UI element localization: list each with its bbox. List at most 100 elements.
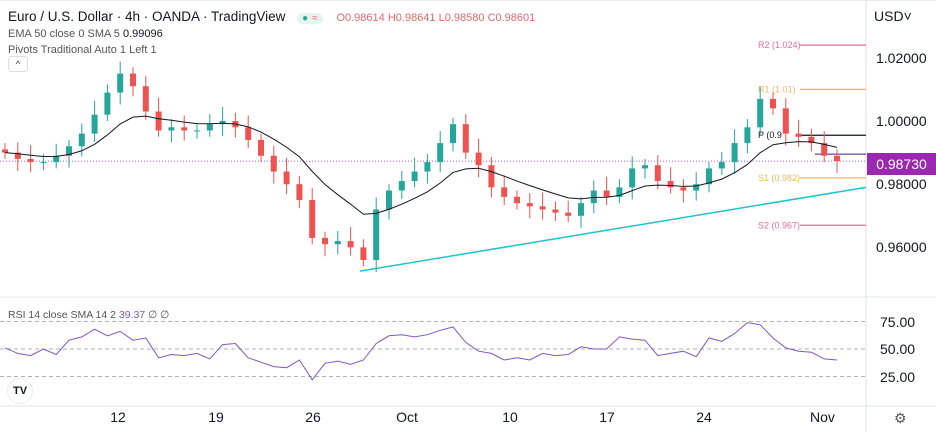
candle-body — [373, 209, 380, 261]
candle-body — [219, 121, 226, 125]
candle-body — [590, 190, 597, 204]
candle-body — [488, 165, 495, 188]
candle-body — [565, 212, 572, 216]
candle-body — [168, 127, 175, 131]
candle-body — [424, 162, 431, 172]
price-tick: 0.98000 — [876, 176, 927, 193]
candle-body — [821, 143, 828, 156]
candle-body — [2, 149, 8, 153]
candle-body — [514, 196, 520, 204]
candle-body — [309, 200, 316, 238]
candle-body — [206, 124, 213, 131]
candle-body — [245, 127, 252, 140]
candle-body — [744, 127, 751, 144]
pivot-label: R2 (1.024) — [758, 40, 801, 50]
collapse-legend-button[interactable]: ^ — [8, 56, 28, 72]
candle-body — [142, 86, 149, 112]
candle-body — [834, 155, 840, 162]
pivots-legend[interactable]: Pivots Traditional Auto 1 Left 1 — [8, 44, 157, 56]
candle-body — [14, 152, 21, 159]
candle-body — [194, 130, 200, 132]
candle-body — [411, 171, 418, 182]
candle-body — [296, 184, 303, 200]
ohlc-low: L0.98580 — [438, 12, 485, 24]
candle-body — [667, 181, 674, 188]
candle-body — [27, 158, 34, 163]
candle-body — [40, 162, 47, 164]
time-label: 24 — [696, 409, 712, 425]
candle-body — [782, 108, 789, 134]
candle-body — [654, 165, 661, 182]
candle-body — [526, 203, 533, 207]
rsi-tick: 50.00 — [880, 341, 916, 357]
candle-body — [91, 114, 98, 134]
currency-label: USD — [874, 8, 904, 24]
ema-legend[interactable]: EMA 50 close 0 SMA 5 0.99096 — [8, 28, 163, 40]
chevron-down-icon: ˅ — [903, 8, 912, 24]
candle-body — [475, 152, 482, 166]
candle-body — [693, 184, 700, 191]
candle-body — [770, 98, 776, 109]
candle-body — [347, 241, 354, 248]
candle-body — [283, 171, 290, 185]
time-label: 26 — [305, 409, 321, 425]
currency-selector[interactable]: USD˅ — [874, 8, 912, 24]
candle-body — [360, 247, 367, 261]
candle-body — [501, 187, 508, 197]
pivot-label: S1 (0.982) — [758, 173, 800, 183]
ema-value: 0.99096 — [122, 28, 163, 40]
current-price-label: 0.98730 — [867, 153, 936, 175]
price-tick: 0.96000 — [876, 239, 927, 256]
candle-body — [642, 165, 648, 169]
time-label: 19 — [208, 409, 224, 425]
candle-body — [731, 143, 738, 163]
candle-body — [386, 190, 392, 210]
candle-body — [181, 127, 188, 131]
tradingview-logo[interactable]: TV — [7, 378, 33, 404]
rsi-extra: ∅ ∅ — [148, 309, 170, 321]
candle-body — [437, 143, 444, 163]
rsi-value: 39.37 — [118, 309, 146, 321]
pivot-label: S2 (0.967) — [758, 220, 800, 230]
ema-line — [4, 115, 838, 215]
time-label: Nov — [810, 409, 835, 425]
candle-body — [629, 168, 636, 188]
candle-body — [78, 133, 85, 147]
rsi-tick: 75.00 — [880, 313, 916, 330]
candle-body — [104, 92, 111, 115]
time-label: 17 — [599, 409, 615, 425]
candle-body — [552, 209, 559, 213]
candle-body — [757, 98, 764, 128]
candle-body — [258, 139, 264, 156]
rsi-tick: 25.00 — [880, 368, 916, 385]
settings-gear-icon[interactable]: ⚙ — [894, 410, 907, 426]
candle-body — [53, 155, 60, 163]
pivot-label: R1 (1.01) — [758, 84, 796, 94]
candle-body — [334, 241, 341, 245]
candle-body — [616, 187, 623, 197]
symbol-title: Euro / U.S. Dollar · 4h · OANDA · Tradin… — [8, 9, 286, 24]
candle-body — [539, 206, 546, 210]
candle-body — [795, 133, 802, 137]
candle-body — [322, 237, 328, 245]
rsi-legend[interactable]: RSI 14 close SMA 14 2 39.37 ∅ ∅ — [8, 309, 169, 321]
candle-body — [117, 73, 124, 93]
candle-body — [450, 124, 456, 144]
candle-body — [270, 155, 277, 172]
market-status-icon: ● ≈ — [297, 13, 323, 24]
candle-body — [603, 190, 610, 197]
rsi-line — [4, 322, 838, 381]
candle-body — [130, 73, 136, 87]
candle-body — [680, 187, 687, 191]
time-label: Oct — [396, 409, 418, 425]
candle-body — [706, 168, 712, 185]
candle-body — [66, 146, 72, 156]
ohlc-close: C0.98601 — [487, 12, 536, 24]
candle-body — [578, 203, 584, 216]
time-label: 10 — [502, 409, 518, 425]
price-tick: 1.02000 — [876, 49, 927, 66]
candle-body — [808, 136, 815, 144]
candle-body — [718, 162, 725, 169]
